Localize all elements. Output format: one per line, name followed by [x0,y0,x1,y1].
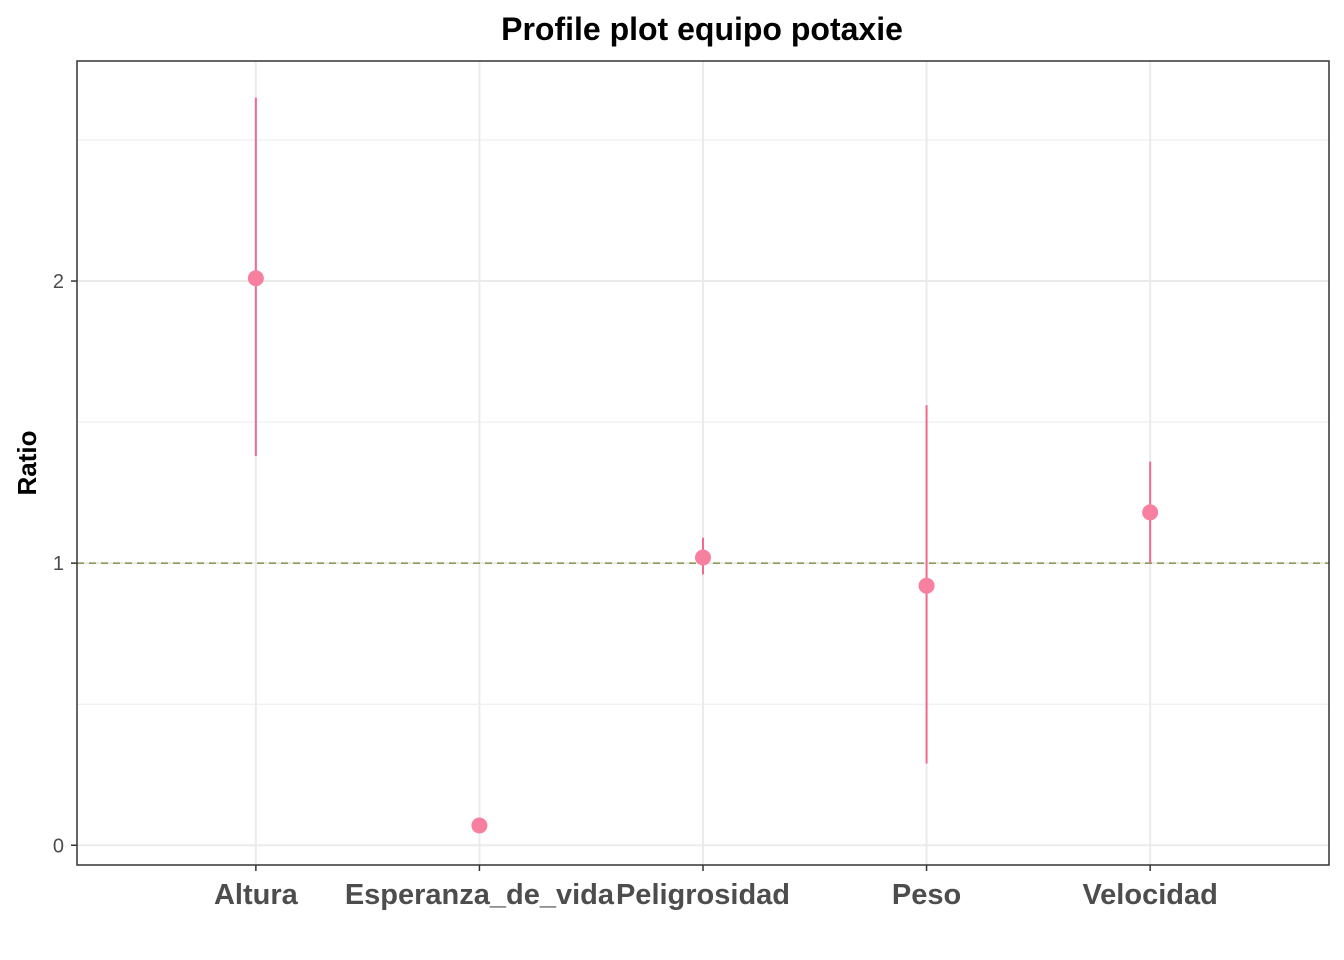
x-tick-label: Altura [214,879,299,911]
y-tick-label: 1 [53,553,64,575]
x-tick-label: Peso [892,879,961,911]
plot-area: 0 1 2 Altura Esperanza_de_vida Peligrosidad Pe… [53,60,1330,911]
data-point-velocidad [1142,504,1159,521]
x-tick-label: Peligrosidad [616,879,790,911]
y-tick-label: 0 [53,835,64,857]
data-point-peligrosidad [695,549,711,566]
x-tick-label: Velocidad [1082,879,1217,911]
data-point-peso [918,577,935,594]
y-tick-label: 2 [53,271,64,293]
x-tick-label: Esperanza_de_vida [345,879,615,911]
y-axis-label: Ratio [12,431,42,496]
chart-title: Profile plot equipo potaxie [501,11,903,47]
data-point-esperanza_de_vida [471,817,488,834]
data-point-altura [247,270,264,287]
